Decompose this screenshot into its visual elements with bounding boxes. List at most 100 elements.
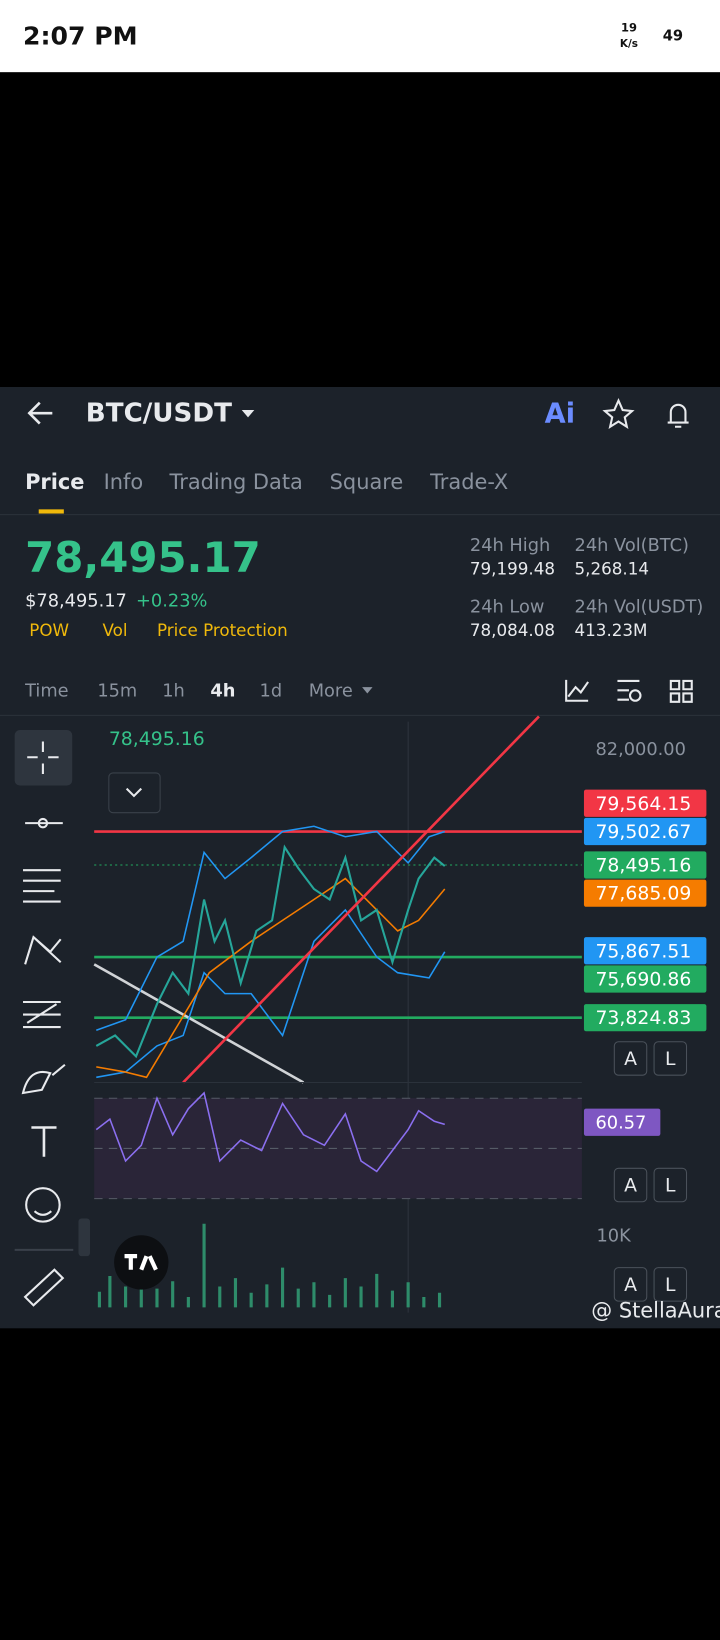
settings-button[interactable] [628,689,642,702]
trend-line [93,963,305,1084]
usd-price: $78,495.17 [25,590,127,611]
back-button[interactable] [27,401,53,425]
price-labels: 79,564.15 79,502.67 78,495.16 77,685.09 75,8… [583,789,707,1032]
price-label: 79,564.15 [595,794,691,815]
axis-label: 82,000.00 [595,739,685,760]
tab[interactable]: Square [330,470,404,494]
tab[interactable]: Trading Data [169,470,303,494]
settings-button[interactable] [617,679,640,701]
scale-button[interactable] [613,1267,648,1302]
scale-button[interactable] [653,1267,688,1302]
tool-pattern[interactable] [24,935,62,965]
drawing-toolbar [14,730,74,1307]
tab[interactable]: Info [104,470,144,494]
scale-buttons: A L A L A L [613,1041,688,1302]
tool-crosshair[interactable] [27,741,59,774]
tabs: Price Info Trading Data Square Trade-X [25,470,508,494]
tradingview-logo [114,1235,169,1290]
crosshair-price: 78,495.16 [109,729,205,750]
tool-active[interactable] [14,730,73,786]
tool-gann[interactable] [23,1000,61,1029]
pair-dropdown[interactable] [241,410,255,418]
stat-value: 413.23M [575,620,648,640]
ai-button[interactable]: Ai [545,399,575,430]
bollinger-band [96,908,446,1079]
interval[interactable]: 1d [260,680,283,701]
stat-label: 24h Vol(BTC) [575,535,689,556]
scale-button-label: L [665,1176,676,1197]
stat-label: 24h Vol(USDT) [575,597,704,618]
scale-button-label: A [624,1176,637,1197]
price-label: 75,690.86 [595,970,691,991]
scale-button-label: L [665,1275,676,1296]
price-change: +0.23% [136,590,207,611]
rsi-label: 60.57 [595,1112,646,1133]
tool-fib[interactable] [23,869,61,903]
tradingview-logo [124,1254,158,1271]
status-bar [0,0,720,73]
moving-average [96,877,446,1079]
collapse-button[interactable] [108,772,161,814]
price-label-box [583,1004,707,1032]
rsi-levels [94,1097,582,1200]
tool-text[interactable] [31,1126,57,1157]
intervals: Time 15m 1h 4h 1d More [24,680,353,701]
tag[interactable]: Price Protection [157,620,288,640]
rsi-label-box [583,1108,661,1136]
toolbar-toggle[interactable] [78,1218,90,1257]
tab[interactable]: Price [25,470,84,494]
net-unit: K/s [620,38,638,50]
tab[interactable]: Trade-X [429,470,508,494]
scale-button-label: A [624,1049,637,1070]
alert-button[interactable] [667,403,689,428]
scale-button[interactable] [613,1167,648,1203]
interval[interactable]: Time [24,680,68,701]
rsi-line [95,1091,445,1173]
price-label: 79,502.67 [595,822,691,843]
stat-value: 78,084.08 [470,620,555,640]
stat-label: 24h Low [470,597,545,618]
tool-brush[interactable] [21,1063,66,1095]
battery: 49 [663,28,683,45]
volume-bars [97,1223,442,1308]
indicator-button[interactable] [565,679,589,702]
price-path [95,844,446,1059]
tag[interactable]: Vol [103,620,128,640]
pair-title[interactable]: BTC/USDT [86,399,232,429]
trend-line [182,715,540,1084]
tool-ruler[interactable] [23,1268,65,1307]
net-speed: 19 [621,21,637,35]
interval[interactable]: 4h [210,680,235,701]
interval[interactable]: More [309,680,353,701]
stat-label: 24h High [470,535,550,556]
stat-value: 5,268.14 [575,559,649,579]
price-label: 73,824.83 [595,1008,691,1029]
scale-button[interactable] [653,1167,688,1203]
price-label-box [583,937,707,965]
tool-emoji[interactable] [25,1187,61,1223]
scale-button[interactable] [613,1041,648,1076]
price-label: 77,685.09 [595,884,691,905]
interval[interactable]: 15m [97,680,137,701]
price-label-box [583,789,707,817]
interval[interactable]: 1h [162,680,185,701]
chart-area: 78,495.16 82,000.00 79,564.15 79,502.67 78… [93,715,720,1323]
collapse-icon [125,787,143,798]
price-label-box [583,879,707,907]
tool-line[interactable] [37,817,49,829]
favorite-button[interactable] [602,398,635,429]
tab-indicator [38,509,64,514]
price-label-box [583,817,707,846]
scale-button-label: A [624,1275,637,1296]
volume-axis-label: 10K [597,1225,633,1246]
layout-button[interactable] [669,679,693,703]
more-dropdown[interactable] [362,687,373,694]
price-label: 78,495.16 [595,856,691,877]
tag[interactable]: POW [29,620,69,640]
last-price: 78,495.17 [25,533,261,582]
tool-emoji[interactable] [33,1210,52,1216]
price-label-box [583,851,707,879]
scale-button[interactable] [653,1041,688,1076]
